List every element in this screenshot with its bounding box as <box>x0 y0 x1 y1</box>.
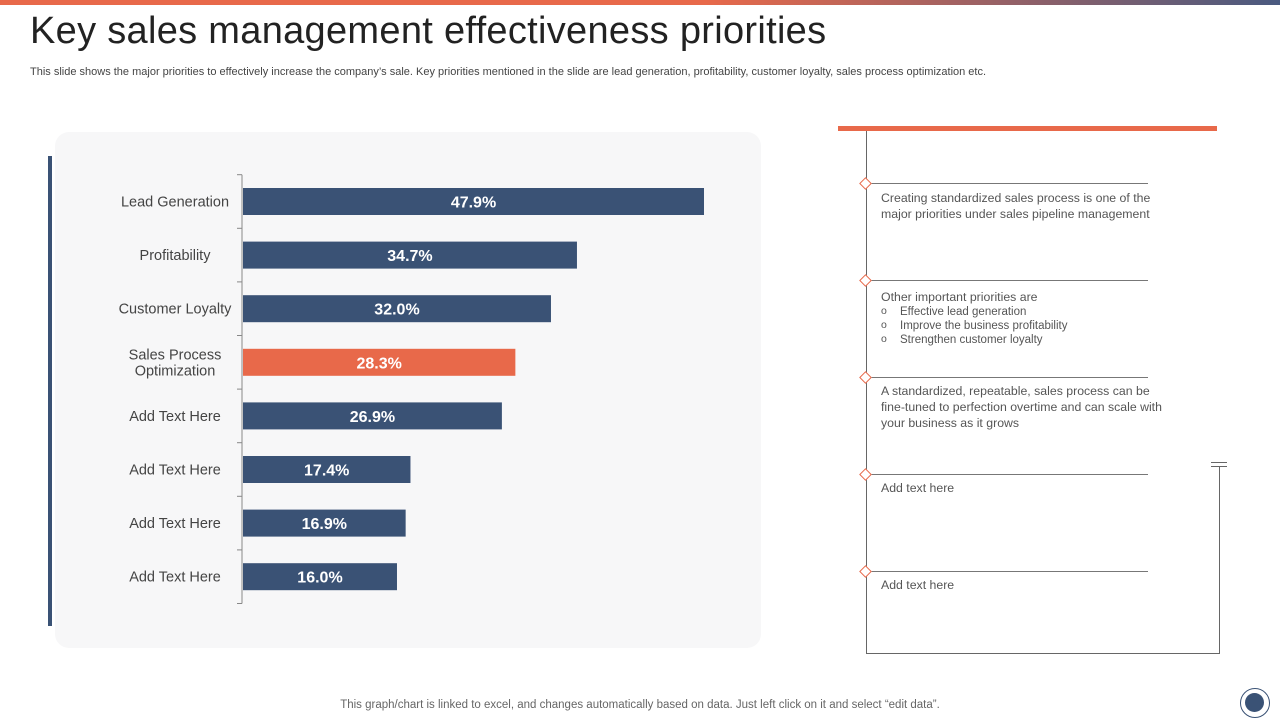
timeline-bottom-line <box>866 653 1220 654</box>
timeline-marker <box>859 274 872 287</box>
timeline-item-2: Other important priorities are Effective… <box>881 289 1173 347</box>
timeline-top-bar <box>838 126 1217 131</box>
timeline-marker <box>859 177 872 190</box>
timeline-item-4: Add text here <box>881 481 955 495</box>
footer-note: This graph/chart is linked to excel, and… <box>340 699 940 711</box>
timeline-divider <box>866 474 1148 475</box>
bullet-item: Improve the business profitability <box>881 318 1173 333</box>
timeline-marker <box>859 468 872 481</box>
timeline-item-2-heading: Other important priorities are <box>881 290 1038 304</box>
timeline-item-1: Creating standardized sales process is o… <box>881 191 1151 221</box>
chart-accent-bar <box>48 156 52 626</box>
page-subtitle: This slide shows the major priorities to… <box>30 66 987 78</box>
timeline-cap-line <box>1211 462 1227 463</box>
bullet-item: Effective lead generation <box>881 304 1173 319</box>
timeline-item-3: A standardized, repeatable, sales proces… <box>881 384 1162 430</box>
timeline-item-5: Add text here <box>881 578 955 592</box>
timeline-divider <box>866 183 1148 184</box>
top-accent-bar <box>0 0 1280 5</box>
nav-circle-icon[interactable] <box>1240 688 1270 718</box>
timeline-right-line <box>1219 466 1220 654</box>
timeline-divider <box>866 280 1148 281</box>
bullet-item: Strengthen customer loyalty <box>881 332 1173 347</box>
chart-panel <box>55 132 761 648</box>
page-title: Key sales management effectiveness prior… <box>30 10 827 52</box>
timeline-line <box>866 131 867 654</box>
timeline-divider <box>866 377 1148 378</box>
timeline-cap-line <box>1211 466 1227 467</box>
timeline-item-2-bullets: Effective lead generation Improve the bu… <box>881 304 1173 347</box>
timeline-divider <box>866 571 1148 572</box>
timeline-marker <box>859 371 872 384</box>
timeline-marker <box>859 565 872 578</box>
